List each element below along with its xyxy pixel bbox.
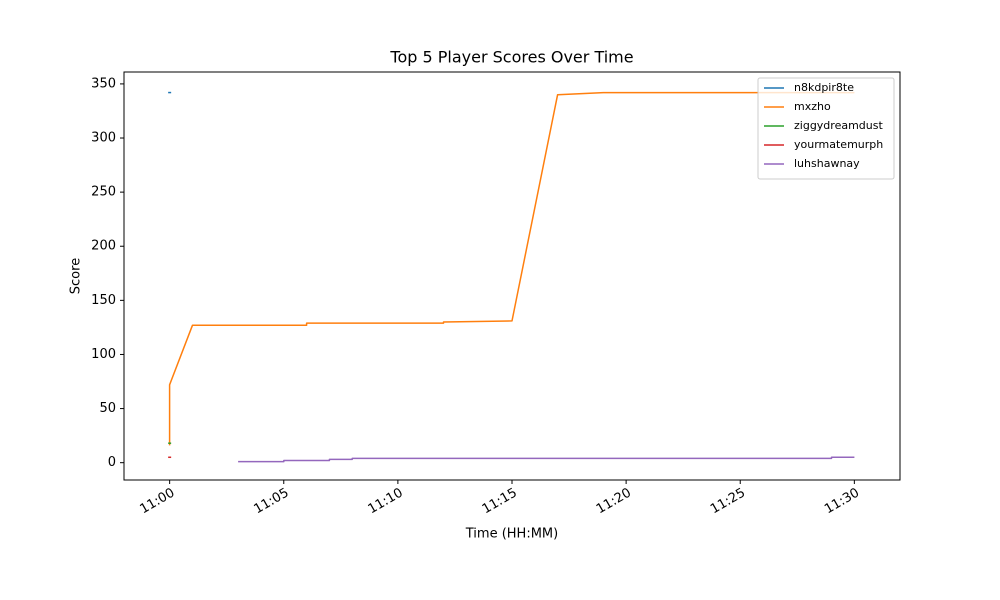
series-line [238, 456, 855, 463]
y-tick-label: 250 [91, 185, 116, 200]
legend-label: mxzho [794, 100, 831, 113]
legend-box [757, 77, 895, 180]
y-tick-label: 0 [108, 455, 116, 470]
x-axis-label: Time (HH:MM) [465, 527, 558, 542]
legend: n8kdpir8te mxzho ziggydreamdust yourmatemur… [757, 77, 895, 180]
y-tick-label: 100 [91, 347, 116, 362]
y-tick-label: 350 [91, 76, 116, 91]
chart-title: Top 5 Player Scores Over Time [389, 48, 633, 67]
legend-label: yourmatemurph [794, 138, 883, 151]
y-tick-label: 50 [99, 401, 116, 416]
legend-label: luhshawnay [794, 157, 860, 170]
legend-label: n8kdpir8te [794, 81, 854, 94]
y-axis-label: Score [69, 258, 84, 294]
legend-label: ziggydreamdust [794, 119, 883, 132]
series-line [168, 91, 855, 446]
y-tick-label: 300 [91, 131, 116, 146]
y-tick-label: 150 [91, 293, 116, 308]
y-tick-label: 200 [91, 239, 116, 254]
